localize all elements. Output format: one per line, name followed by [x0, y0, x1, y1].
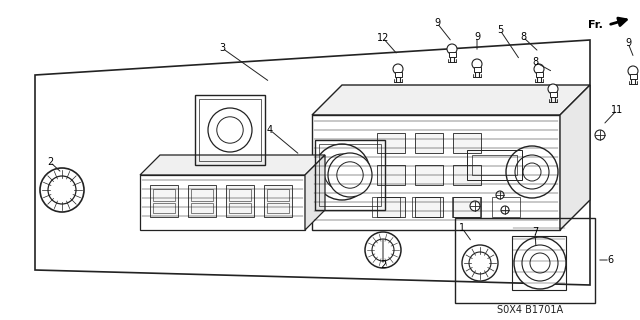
Text: 8: 8 [532, 57, 538, 67]
Circle shape [506, 146, 558, 198]
Circle shape [365, 232, 401, 268]
Bar [377, 197, 405, 217]
Bar [153, 189, 175, 201]
Circle shape [393, 64, 403, 74]
Bar [377, 165, 405, 185]
Text: 9: 9 [625, 38, 631, 48]
Bar [492, 197, 520, 217]
Bar [188, 185, 216, 217]
Bar [415, 133, 443, 153]
Circle shape [314, 144, 370, 200]
Bar [199, 99, 261, 161]
Bar [536, 72, 543, 77]
Text: 11: 11 [611, 105, 623, 115]
Bar [415, 165, 443, 185]
Bar [453, 165, 481, 185]
Text: S0X4 B1701A: S0X4 B1701A [497, 305, 563, 315]
Polygon shape [305, 155, 325, 230]
Circle shape [40, 168, 84, 212]
Circle shape [548, 84, 558, 94]
Bar [312, 115, 560, 230]
Text: Fr.: Fr. [588, 20, 603, 30]
Bar [472, 155, 517, 175]
Polygon shape [312, 85, 590, 115]
Bar [415, 197, 443, 217]
Bar [474, 67, 481, 72]
Bar [452, 197, 480, 217]
Text: 2: 2 [47, 157, 53, 167]
Bar [229, 203, 251, 213]
Bar [630, 74, 637, 79]
Text: 8: 8 [520, 32, 526, 42]
Polygon shape [560, 85, 590, 230]
Bar [140, 175, 305, 230]
Text: 5: 5 [497, 25, 503, 35]
Bar [267, 189, 289, 201]
Bar [455, 218, 595, 303]
Bar [153, 203, 175, 213]
Text: 1: 1 [459, 223, 465, 233]
Circle shape [514, 237, 566, 289]
Bar [195, 95, 265, 165]
Bar [191, 203, 213, 213]
Text: 3: 3 [219, 43, 225, 53]
Text: 6: 6 [607, 255, 613, 265]
Text: 7: 7 [532, 227, 538, 237]
Text: 2: 2 [380, 260, 386, 270]
Bar [264, 185, 292, 217]
Bar [449, 52, 456, 57]
Text: 9: 9 [474, 32, 480, 42]
Bar [229, 189, 251, 201]
Bar [226, 185, 254, 217]
Bar [394, 72, 401, 77]
Circle shape [628, 66, 638, 76]
Bar [467, 150, 522, 180]
Polygon shape [140, 155, 325, 175]
Bar [319, 144, 381, 206]
Bar [191, 189, 213, 201]
Text: 9: 9 [434, 18, 440, 28]
Circle shape [534, 64, 544, 74]
Circle shape [472, 59, 482, 69]
Circle shape [496, 191, 504, 199]
Bar [315, 140, 385, 210]
Bar [372, 197, 400, 217]
Text: 12: 12 [377, 33, 389, 43]
Bar [453, 197, 481, 217]
Bar [550, 92, 557, 97]
Circle shape [595, 130, 605, 140]
Circle shape [501, 206, 509, 214]
Bar [150, 185, 178, 217]
Bar [453, 133, 481, 153]
Circle shape [447, 44, 457, 54]
Circle shape [470, 201, 480, 211]
Circle shape [328, 153, 372, 197]
Bar [512, 236, 566, 290]
Text: 4: 4 [267, 125, 273, 135]
Bar [377, 133, 405, 153]
Circle shape [462, 245, 498, 281]
Circle shape [208, 108, 252, 152]
Bar [267, 203, 289, 213]
Bar [412, 197, 440, 217]
